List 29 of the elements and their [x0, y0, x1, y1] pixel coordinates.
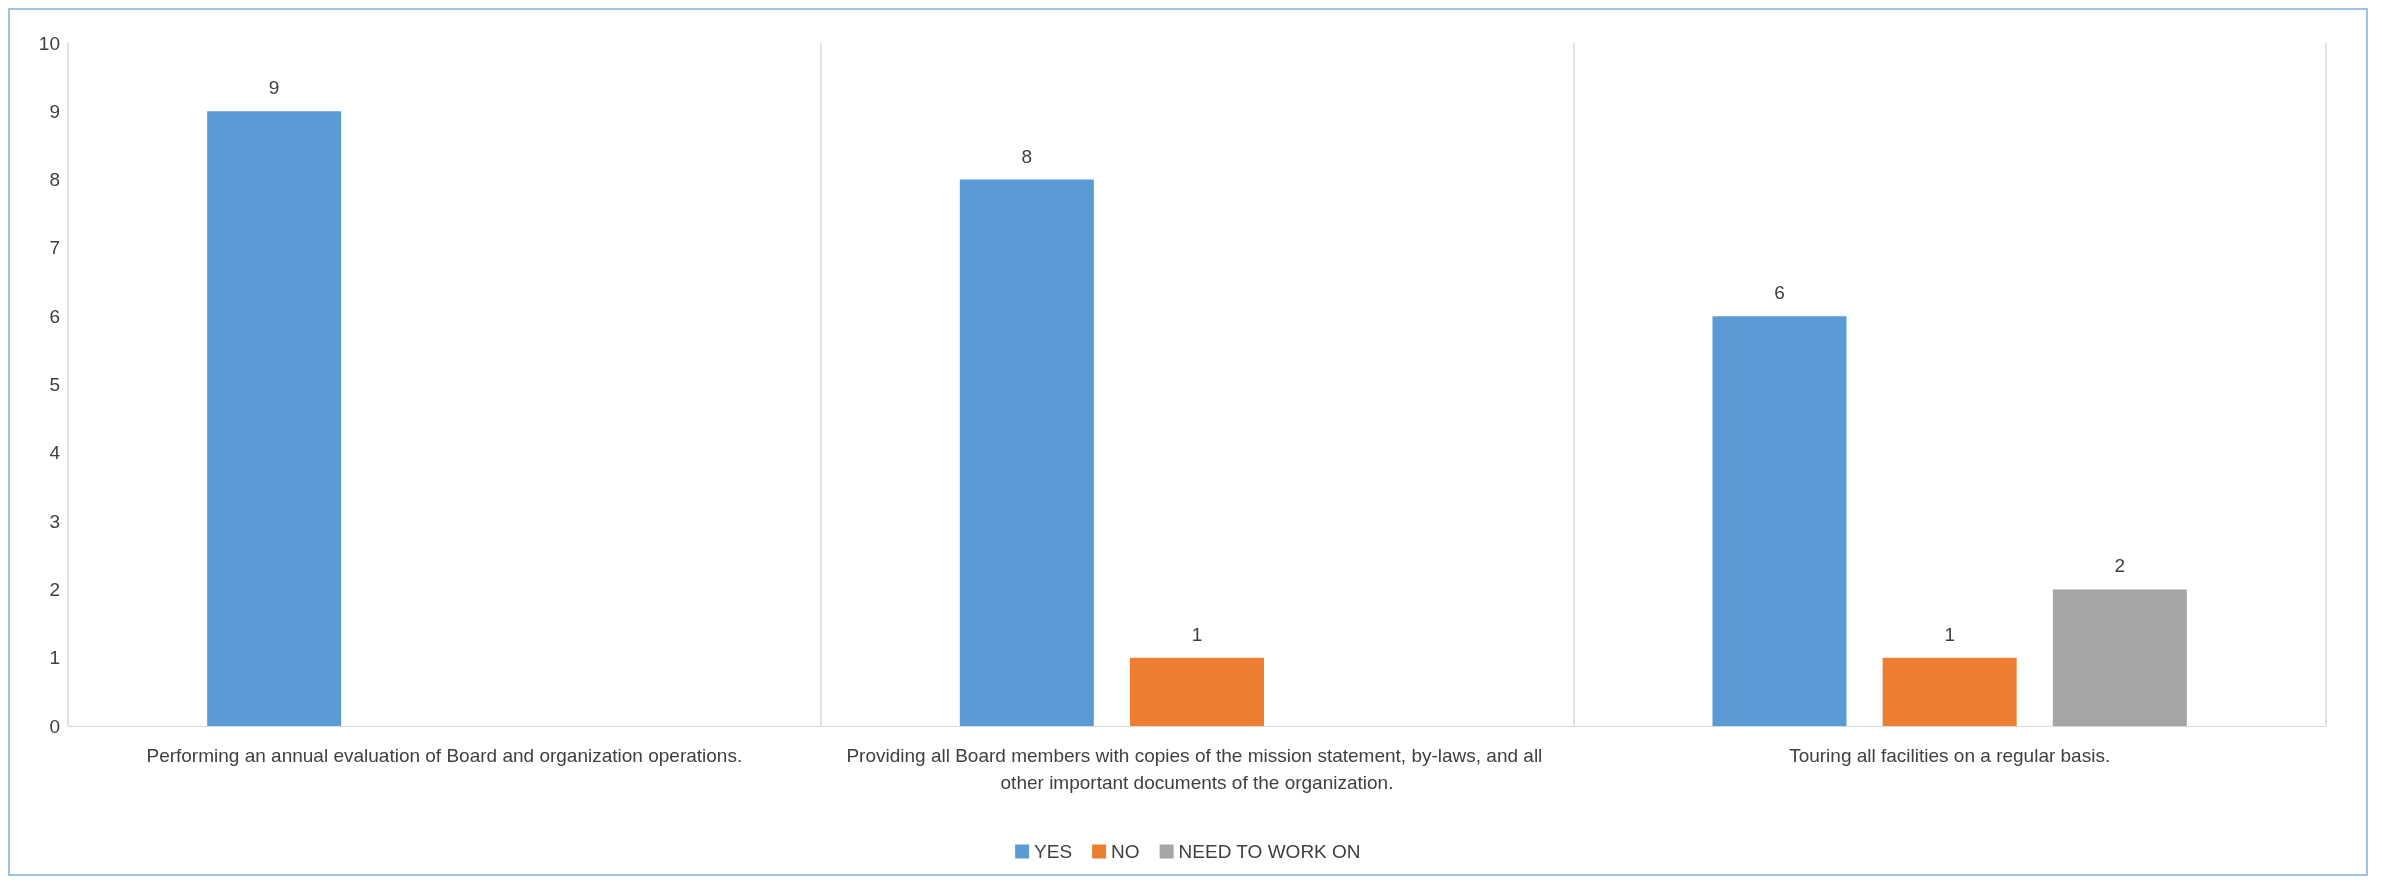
data-label: 2	[2114, 555, 2126, 577]
y-tick-label: 2	[49, 578, 60, 600]
bar	[1882, 657, 2017, 726]
legend-label: NEED TO WORK ON	[1178, 841, 1361, 862]
data-label: 1	[1944, 623, 1955, 645]
x-tick-label: Touring all facilities on a regular basis.	[1789, 745, 2111, 766]
y-tick-label: 10	[38, 32, 60, 54]
legend-label: NO	[1111, 841, 1140, 862]
data-label: 9	[268, 77, 280, 99]
x-tick-label: Performing an annual evaluation of Board and organization operations.	[146, 745, 743, 766]
y-tick-label: 9	[49, 100, 60, 122]
data-label: 1	[1191, 623, 1203, 645]
bar	[1130, 657, 1264, 726]
y-tick-label: 4	[49, 442, 61, 464]
y-tick-label: 0	[49, 715, 60, 737]
bar	[207, 111, 342, 726]
bar	[959, 179, 1094, 726]
legend-label: YES	[1034, 841, 1073, 862]
y-tick-label: 6	[49, 305, 60, 327]
data-label: 8	[1021, 145, 1033, 167]
y-tick-label: 7	[49, 237, 60, 259]
bar	[1712, 316, 1847, 726]
y-tick-label: 5	[49, 374, 60, 395]
y-tick-label: 8	[49, 169, 60, 191]
y-tick-label: 3	[49, 510, 60, 532]
data-label: 6	[1774, 282, 1785, 304]
bar	[2052, 589, 2187, 726]
x-tick-label: Providing all Board members with copies of the mission statement, by-laws, and all other important documents of the organization.	[846, 745, 1548, 793]
y-tick-label: 1	[49, 647, 60, 669]
